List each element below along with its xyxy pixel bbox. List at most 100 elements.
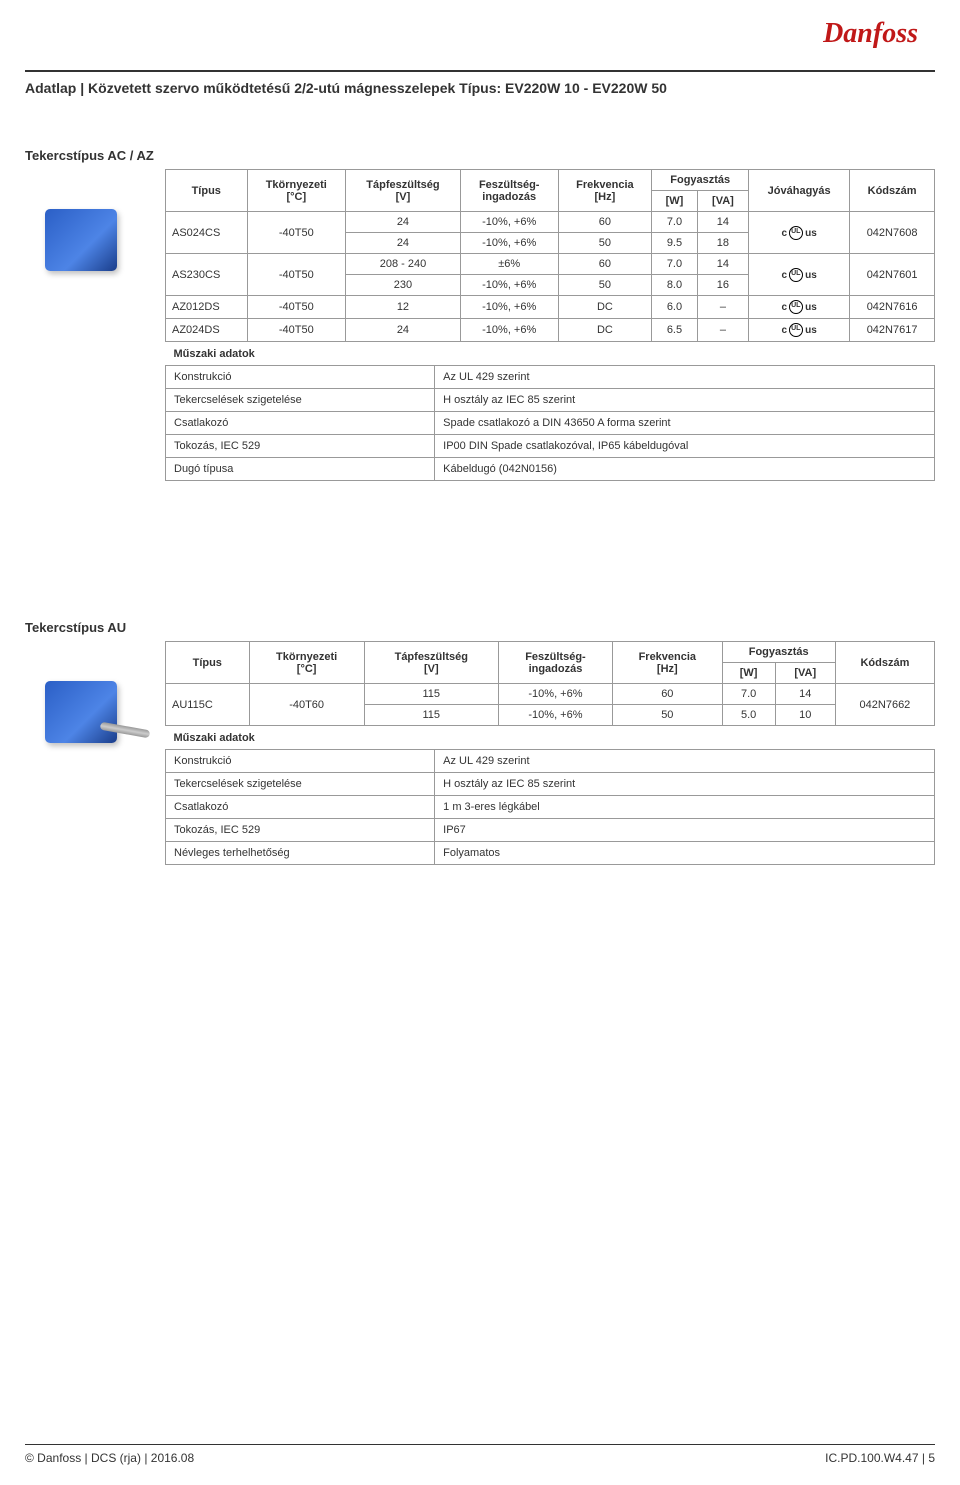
tech-row: Csatlakozó1 m 3-eres légkábel bbox=[166, 796, 935, 819]
col-variation: Feszültség- ingadozás bbox=[498, 642, 612, 684]
page-footer: © Danfoss | DCS (rja) | 2016.08 IC.PD.10… bbox=[25, 1444, 935, 1465]
section-au-label: Tekercstípus AU bbox=[25, 620, 935, 635]
cell-var: -10%, +6% bbox=[460, 296, 558, 319]
title-prefix: Adatlap | bbox=[25, 80, 84, 96]
cell-supply: 208 - 240 bbox=[346, 254, 461, 275]
col-ambient: Tkörnyezeti [°C] bbox=[247, 170, 346, 212]
page-title: Adatlap | Közvetett szervo működtetésű 2… bbox=[25, 80, 667, 96]
col-freq: Frekvencia [Hz] bbox=[558, 170, 652, 212]
cell-ambient: -40T50 bbox=[247, 212, 346, 254]
cell-approval: cus bbox=[749, 212, 850, 254]
col-type: Típus bbox=[166, 642, 250, 684]
title-main: Közvetett szervo működtetésű 2/2-utú mág… bbox=[88, 80, 667, 96]
cell-va: 18 bbox=[697, 233, 748, 254]
tech-row: Tokozás, IEC 529IP67 bbox=[166, 819, 935, 842]
col-va: [VA] bbox=[697, 191, 748, 212]
tech-row: Tekercselések szigeteléseH osztály az IE… bbox=[166, 773, 935, 796]
cell-va: – bbox=[697, 319, 748, 342]
cell-w: 7.0 bbox=[652, 212, 697, 233]
cell-freq: 50 bbox=[558, 275, 652, 296]
cell-ambient: -40T60 bbox=[249, 684, 364, 726]
coil-image-ac bbox=[25, 199, 145, 289]
col-ambient: Tkörnyezeti [°C] bbox=[249, 642, 364, 684]
table-row: AS230CS-40T50208 - 240±6%607.014cus042N7… bbox=[166, 254, 935, 275]
cell-type: AZ012DS bbox=[166, 296, 248, 319]
tech-val: 1 m 3-eres légkábel bbox=[435, 796, 935, 819]
table-row: AZ012DS-40T5012-10%, +6%DC6.0–cus042N761… bbox=[166, 296, 935, 319]
brand-logo: Danfoss bbox=[823, 18, 918, 50]
tech-val: Spade csatlakozó a DIN 43650 A forma sze… bbox=[435, 412, 935, 435]
cell-freq: DC bbox=[558, 296, 652, 319]
cell-w: 5.0 bbox=[722, 705, 775, 726]
tech-table-au: Műszaki adatok KonstrukcióAz UL 429 szer… bbox=[165, 726, 935, 865]
cell-ambient: -40T50 bbox=[247, 254, 346, 296]
cell-va: 14 bbox=[697, 254, 748, 275]
cell-va: 14 bbox=[775, 684, 835, 705]
cell-freq: DC bbox=[558, 319, 652, 342]
col-w: [W] bbox=[722, 663, 775, 684]
cell-type: AS024CS bbox=[166, 212, 248, 254]
tech-title-au: Műszaki adatok bbox=[166, 726, 935, 750]
cell-var: -10%, +6% bbox=[460, 319, 558, 342]
tech-row: CsatlakozóSpade csatlakozó a DIN 43650 A… bbox=[166, 412, 935, 435]
cell-ambient: -40T50 bbox=[247, 296, 346, 319]
cell-supply: 24 bbox=[346, 319, 461, 342]
tech-val: IP67 bbox=[435, 819, 935, 842]
tech-key: Tokozás, IEC 529 bbox=[166, 819, 435, 842]
col-supply: Tápfeszültség [V] bbox=[364, 642, 498, 684]
cell-code: 042N7608 bbox=[850, 212, 935, 254]
coil-image-au bbox=[25, 671, 145, 761]
col-approval: Jóváhagyás bbox=[749, 170, 850, 212]
cell-approval: cus bbox=[749, 319, 850, 342]
cell-va: 10 bbox=[775, 705, 835, 726]
col-code: Kódszám bbox=[850, 170, 935, 212]
cell-supply: 115 bbox=[364, 705, 498, 726]
cell-var: -10%, +6% bbox=[460, 233, 558, 254]
footer-left: © Danfoss | DCS (rja) | 2016.08 bbox=[25, 1451, 194, 1465]
cell-type: AU115C bbox=[166, 684, 250, 726]
cell-freq: 50 bbox=[558, 233, 652, 254]
cell-w: 7.0 bbox=[652, 254, 697, 275]
section-ac-az: Tekercstípus AC / AZ Típus Tkörnyezeti [… bbox=[25, 148, 935, 481]
cell-supply: 24 bbox=[346, 233, 461, 254]
header-rule bbox=[25, 70, 935, 72]
tech-key: Csatlakozó bbox=[166, 796, 435, 819]
tech-key: Tokozás, IEC 529 bbox=[166, 435, 435, 458]
tech-key: Konstrukció bbox=[166, 750, 435, 773]
tech-row: Dugó típusaKábeldugó (042N0156) bbox=[166, 458, 935, 481]
cell-freq: 60 bbox=[558, 212, 652, 233]
cell-var: -10%, +6% bbox=[498, 684, 612, 705]
tech-val: Kábeldugó (042N0156) bbox=[435, 458, 935, 481]
tech-row: Tekercselések szigeteléseH osztály az IE… bbox=[166, 389, 935, 412]
cell-w: 8.0 bbox=[652, 275, 697, 296]
cell-code: 042N7601 bbox=[850, 254, 935, 296]
tech-val: Folyamatos bbox=[435, 842, 935, 865]
cell-approval: cus bbox=[749, 254, 850, 296]
cell-supply: 12 bbox=[346, 296, 461, 319]
coil-table-ac: Típus Tkörnyezeti [°C] Tápfeszültség [V]… bbox=[165, 169, 935, 342]
cell-var: -10%, +6% bbox=[460, 212, 558, 233]
cell-var: -10%, +6% bbox=[498, 705, 612, 726]
tech-val: H osztály az IEC 85 szerint bbox=[435, 773, 935, 796]
cell-w: 7.0 bbox=[722, 684, 775, 705]
tech-row: Névleges terhelhetőségFolyamatos bbox=[166, 842, 935, 865]
tech-key: Konstrukció bbox=[166, 366, 435, 389]
section-au: Tekercstípus AU Típus Tkörnyezeti [°C] T… bbox=[25, 620, 935, 865]
cell-freq: 60 bbox=[613, 684, 723, 705]
tech-table-ac: Műszaki adatok KonstrukcióAz UL 429 szer… bbox=[165, 342, 935, 481]
cell-va: 16 bbox=[697, 275, 748, 296]
coil-table-au: Típus Tkörnyezeti [°C] Tápfeszültség [V]… bbox=[165, 641, 935, 726]
cell-type: AZ024DS bbox=[166, 319, 248, 342]
cell-var: ±6% bbox=[460, 254, 558, 275]
tech-key: Névleges terhelhetőség bbox=[166, 842, 435, 865]
tech-key: Dugó típusa bbox=[166, 458, 435, 481]
cell-freq: 60 bbox=[558, 254, 652, 275]
cell-type: AS230CS bbox=[166, 254, 248, 296]
cell-w: 6.5 bbox=[652, 319, 697, 342]
col-variation: Feszültség- ingadozás bbox=[460, 170, 558, 212]
table-row: AS024CS-40T5024-10%, +6%607.014cus042N76… bbox=[166, 212, 935, 233]
tech-row: Tokozás, IEC 529IP00 DIN Spade csatlakoz… bbox=[166, 435, 935, 458]
footer-right: IC.PD.100.W4.47 | 5 bbox=[825, 1451, 935, 1465]
cell-w: 6.0 bbox=[652, 296, 697, 319]
cell-supply: 24 bbox=[346, 212, 461, 233]
